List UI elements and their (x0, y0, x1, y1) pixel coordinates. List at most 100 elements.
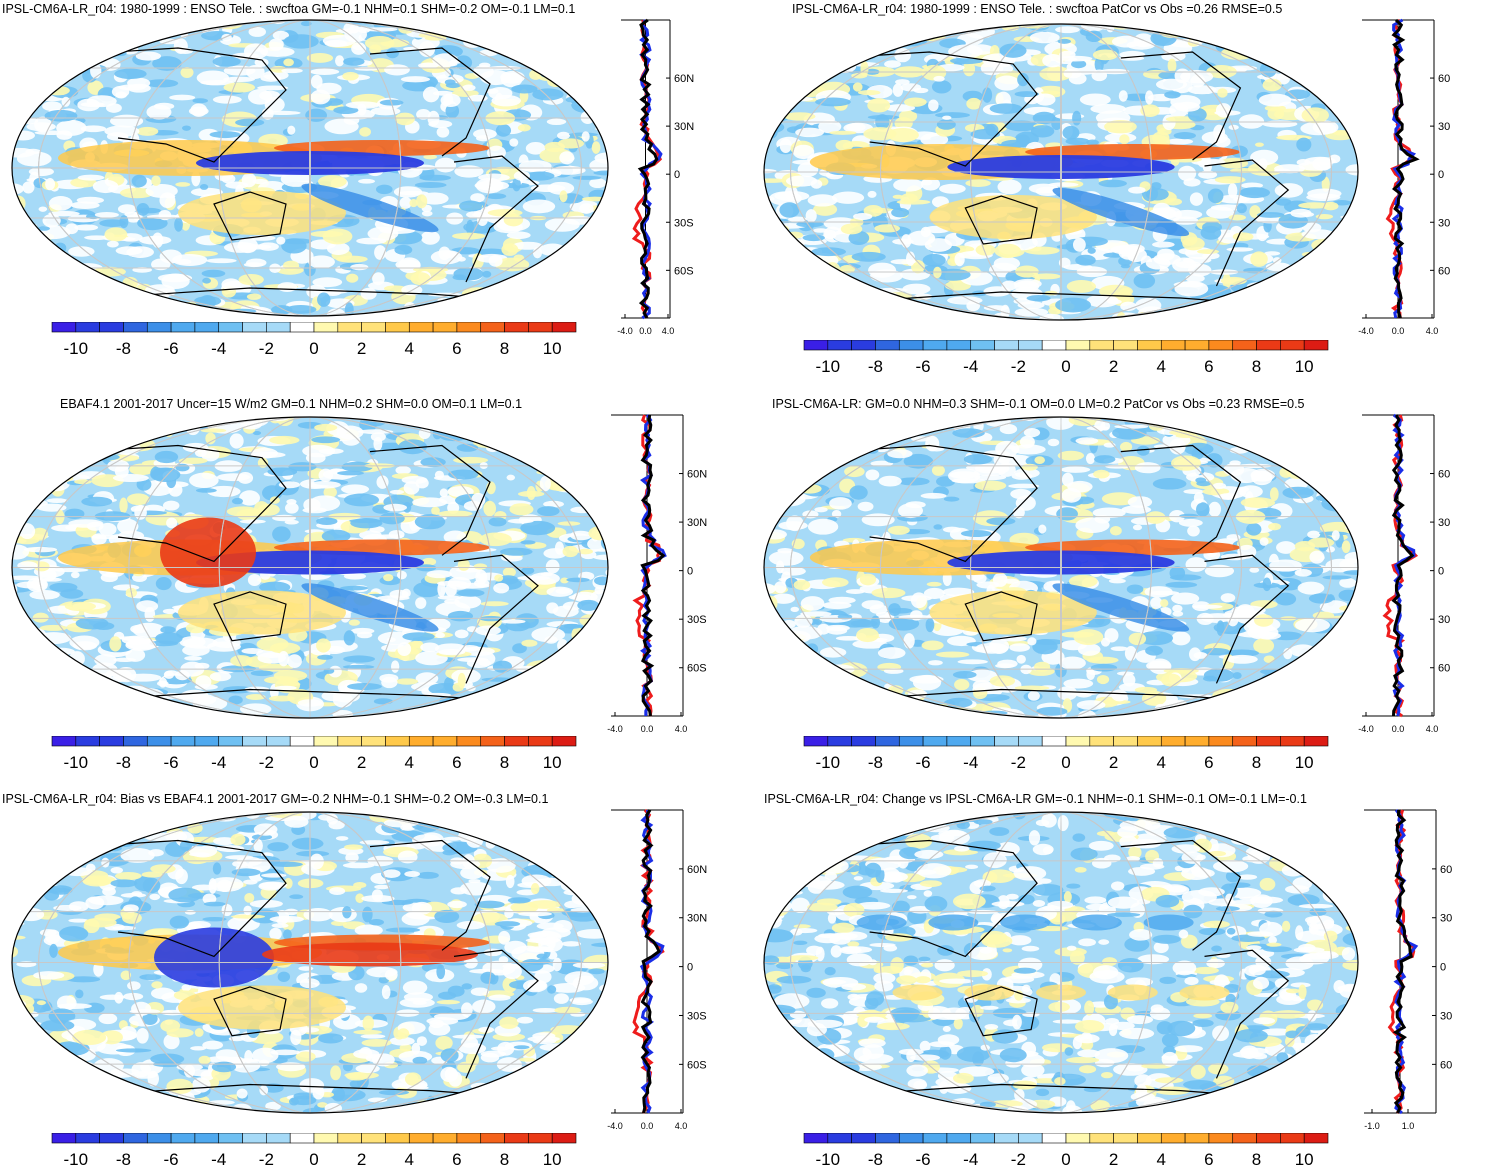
lat-tick-label: 0 (687, 962, 693, 974)
colorbar-label: 2 (357, 753, 366, 772)
colorbar-swatch (1257, 1133, 1281, 1143)
colorbar-swatch (171, 322, 195, 332)
x-tick-label: -1.0 (1364, 1121, 1380, 1131)
colorbar-label: 2 (1109, 357, 1118, 376)
colorbar-swatch (1137, 1133, 1161, 1143)
colorbar-swatch (875, 1133, 899, 1143)
colorbar-swatch (1161, 1133, 1185, 1143)
colorbar-label: 0 (309, 339, 318, 358)
colorbar-swatch (1090, 1133, 1114, 1143)
colorbar-swatch (995, 736, 1019, 746)
colorbar-swatch (171, 736, 195, 746)
colorbar-swatch (76, 736, 100, 746)
colorbar-swatch (243, 736, 267, 746)
lat-tick-label: 60S (674, 265, 694, 277)
colorbar-label: -8 (116, 1150, 131, 1169)
colorbar-swatch (409, 322, 433, 332)
colorbar-label: -4 (211, 753, 226, 772)
colorbar-swatch (338, 322, 362, 332)
x-tick-label: 4.0 (675, 724, 688, 734)
colorbar-swatch (923, 1133, 947, 1143)
colorbar-label: 10 (1295, 1150, 1314, 1169)
colorbar-swatch (505, 736, 529, 746)
colorbar-swatch (828, 736, 852, 746)
x-tick-label: 4.0 (1426, 326, 1439, 336)
colorbar-swatch (433, 322, 457, 332)
x-tick-label: 0.0 (641, 1121, 654, 1131)
zonal-mean-plot-3: W m⁻²60N30N030S60S-4.00.04.0 (607, 413, 707, 746)
colorbar-swatch (1185, 340, 1209, 350)
lat-tick-label: 0 (674, 169, 680, 181)
colorbar-swatch (385, 736, 409, 746)
colorbar-swatch (552, 322, 576, 332)
colorbar-label: 8 (500, 339, 509, 358)
colorbar-label: -4 (963, 753, 978, 772)
colorbar-swatch (195, 322, 219, 332)
colorbar-swatch (505, 322, 529, 332)
colorbar-swatch (385, 1133, 409, 1143)
colorbar-label: -6 (916, 753, 931, 772)
colorbar-label: -2 (1011, 1150, 1026, 1169)
colorbar-swatch (195, 736, 219, 746)
colorbar-swatch (1280, 736, 1304, 746)
colorbar-swatch (1280, 340, 1304, 350)
global-map-4 (762, 415, 1360, 720)
lat-tick-label: 30 (1438, 217, 1450, 229)
colorbar-label: -6 (164, 1150, 179, 1169)
colorbar-label: -8 (868, 1150, 883, 1169)
global-map-3 (10, 415, 610, 720)
colorbar-swatch (481, 322, 505, 332)
colorbar-label: -10 (816, 753, 841, 772)
colorbar-swatch (899, 340, 923, 350)
colorbar-label: 10 (1295, 357, 1314, 376)
colorbar-swatch (171, 1133, 195, 1143)
colorbar-label: 4 (1157, 1150, 1166, 1169)
colorbar-label: 6 (452, 753, 461, 772)
colorbar-swatch (947, 340, 971, 350)
zonal-mean-plot-1: W m⁻²60N30N030S60S-4.00.04.0 (617, 18, 694, 348)
colorbar-label: 6 (1204, 1150, 1213, 1169)
colorbar-swatch (1066, 736, 1090, 746)
lat-tick-label: 60 (1438, 265, 1450, 277)
colorbar-swatch (1209, 1133, 1233, 1143)
colorbar-label: 0 (309, 753, 318, 772)
colorbar-swatch (1233, 340, 1257, 350)
colorbar-swatch (219, 736, 243, 746)
colorbar-swatch (1209, 340, 1233, 350)
colorbar-swatch (266, 1133, 290, 1143)
colorbar-swatch (266, 736, 290, 746)
colorbar-label: -6 (164, 753, 179, 772)
colorbar-label: 8 (500, 1150, 509, 1169)
colorbar-swatch (947, 736, 971, 746)
lat-tick-label: 0 (1438, 566, 1444, 578)
colorbar-swatch (1161, 736, 1185, 746)
lat-tick-label: 60N (674, 73, 694, 85)
colorbar-swatch (1114, 340, 1138, 350)
unit-label: W m⁻² (632, 18, 658, 20)
colorbar-swatch (1018, 1133, 1042, 1143)
x-tick-label: 0.0 (641, 724, 654, 734)
colorbar-swatch (290, 322, 314, 332)
zonal-mean-plot-5: W m⁻²60N30N030S60S-4.00.04.0 (607, 808, 707, 1143)
colorbar-swatch (971, 736, 995, 746)
lat-tick-label: 30N (687, 517, 707, 529)
colorbar-label: -6 (916, 1150, 931, 1169)
x-tick-label: 4.0 (662, 326, 675, 336)
colorbar-swatch (1066, 340, 1090, 350)
colorbar-swatch (1304, 1133, 1328, 1143)
colorbar-swatch (852, 736, 876, 746)
panel-title: IPSL-CM6A-LR: GM=0.0 NHM=0.3 SHM=-0.1 OM… (772, 397, 1305, 411)
colorbar-label: -4 (963, 357, 978, 376)
colorbar-swatch (481, 1133, 505, 1143)
colorbar-swatch (385, 322, 409, 332)
unit-label: W m⁻² (1385, 413, 1411, 415)
colorbar-label: 4 (405, 753, 414, 772)
colorbar-swatch (1185, 1133, 1209, 1143)
colorbar-label: -2 (259, 339, 274, 358)
colorbar-label: -2 (259, 1150, 274, 1169)
lat-tick-label: 30S (687, 614, 707, 626)
colorbar-label: 2 (357, 339, 366, 358)
